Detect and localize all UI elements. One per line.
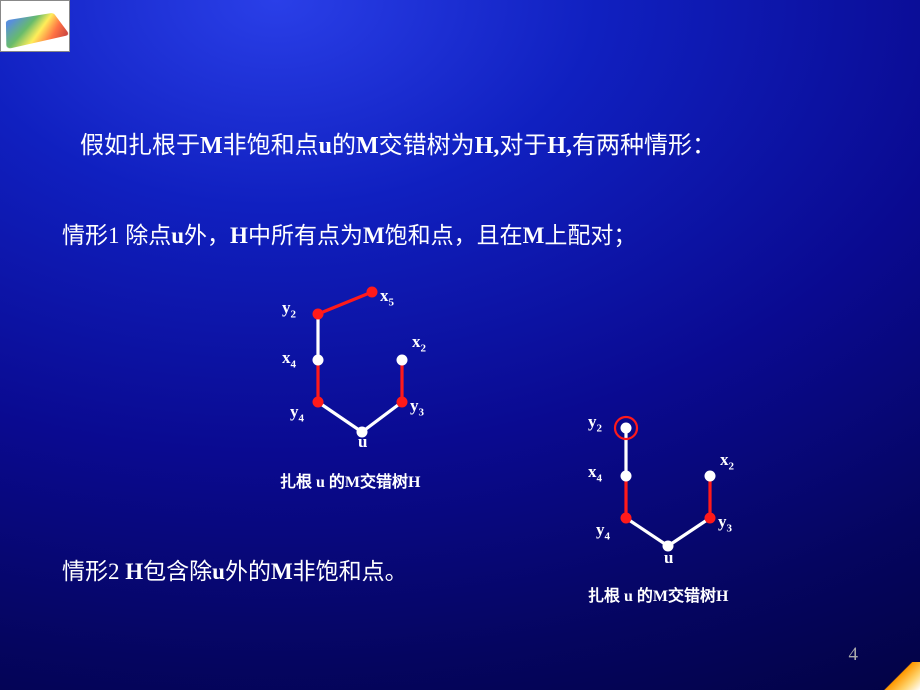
node-x4: [313, 355, 324, 366]
t: M: [363, 223, 385, 248]
edge: [362, 402, 402, 432]
t: H: [230, 223, 248, 248]
diagram-1: x5y2x4x2y4y3u扎根 u 的M交错树H: [262, 278, 462, 488]
page-curl-icon: [878, 662, 920, 690]
t: 非饱和点。: [293, 559, 408, 584]
t: 的: [332, 133, 356, 159]
edge: [318, 292, 372, 314]
diagram-caption: 扎根 u 的M交错树H: [280, 468, 420, 492]
diagram-caption: 扎根 u 的M交错树H: [588, 582, 728, 606]
t: 假如扎根于: [80, 133, 200, 159]
t: 中所有点为: [248, 223, 363, 248]
node-y4: [621, 513, 632, 524]
t: M: [523, 223, 545, 248]
node-label-x2: x2: [720, 450, 734, 472]
intro-paragraph: 假如扎根于M非饱和点u的M交错树为H,对于H,有两种情形：: [56, 126, 856, 167]
t: 除点: [120, 223, 172, 248]
node-label-y4: y4: [596, 520, 610, 542]
diagram-2: y2 x4 x2 y4 y3 u 扎根 u 的M交错树H: [572, 406, 772, 606]
t: 包含除: [143, 559, 212, 584]
node-y4: [313, 397, 324, 408]
t: 情形1: [62, 223, 120, 248]
t: M: [356, 133, 379, 159]
t: 对于: [499, 133, 547, 159]
t: M: [200, 133, 223, 159]
node-x2: [397, 355, 408, 366]
slide-content: 假如扎根于M非饱和点u的M交错树为H,对于H,有两种情形： 情形1 除点u外，H…: [0, 0, 920, 690]
edge: [318, 402, 362, 432]
t: 外的: [225, 559, 271, 584]
node-x4: [621, 471, 632, 482]
node-label-x5: x5: [380, 286, 394, 308]
t: 饱和点，且在: [385, 223, 523, 248]
node-y2: [621, 423, 632, 434]
t: u: [171, 223, 184, 248]
node-label-u: u: [664, 548, 673, 568]
node-y2: [313, 309, 324, 320]
node-x2: [705, 471, 716, 482]
t: u: [319, 133, 332, 159]
node-y3: [397, 397, 408, 408]
page-number: 4: [849, 644, 859, 666]
node-label-u: u: [358, 432, 367, 452]
node-label-y3: y3: [718, 512, 732, 534]
t: H,: [547, 133, 572, 159]
node-label-x2: x2: [412, 332, 426, 354]
edge: [668, 518, 710, 546]
case2-text: 情形2 H包含除u外的M非饱和点。: [62, 552, 408, 586]
t: 非饱和点: [223, 133, 319, 159]
t: 情形2: [62, 559, 120, 584]
node-label-y3: y3: [410, 396, 424, 418]
t: u: [212, 559, 225, 584]
case1-text: 情形1 除点u外，H中所有点为M饱和点，且在M上配对；: [62, 218, 862, 255]
node-label-y2: y2: [588, 412, 602, 434]
node-label-x4: x4: [588, 462, 602, 484]
t: 外，: [184, 223, 230, 248]
t: 有两种情形：: [572, 133, 716, 159]
t: M: [271, 559, 293, 584]
t: 上配对；: [544, 223, 636, 248]
node-label-y4: y4: [290, 402, 304, 424]
node-label-x4: x4: [282, 348, 296, 370]
node-x5: [367, 287, 378, 298]
node-y3: [705, 513, 716, 524]
t: 交错树为: [379, 133, 475, 159]
t: H: [120, 559, 144, 584]
edge: [626, 518, 668, 546]
t: H,: [475, 133, 500, 159]
node-label-y2: y2: [282, 298, 296, 320]
